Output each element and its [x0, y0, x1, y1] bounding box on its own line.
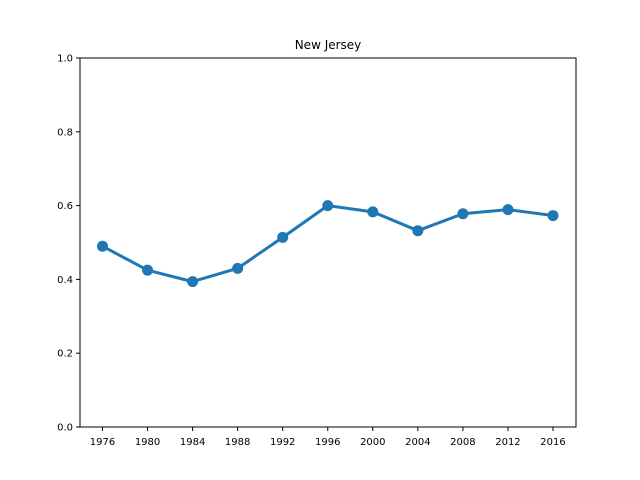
x-axis: 1976 1980 1984 1988 1992 1996 2000 2004 2008 2012…	[90, 427, 566, 448]
y-tick-label: 0.2	[57, 349, 73, 360]
chart-title: New Jersey	[295, 38, 362, 52]
y-axis: 0.0 0.2 0.4 0.6 0.8 1.0	[57, 54, 80, 434]
data-point	[457, 208, 469, 220]
data-point	[412, 225, 424, 237]
data-point	[277, 231, 289, 243]
y-tick-label: 0.6	[57, 201, 73, 212]
data-point	[232, 262, 244, 274]
data-point	[322, 200, 334, 212]
x-tick-label: 1988	[225, 437, 250, 448]
x-tick-label: 2012	[495, 437, 520, 448]
data-point	[187, 276, 199, 288]
x-tick-label: 2000	[360, 437, 385, 448]
axes-frame	[79, 57, 577, 428]
x-tick-label: 1992	[270, 437, 295, 448]
data-point	[367, 206, 379, 218]
data-point	[547, 210, 559, 222]
y-tick-label: 1.0	[57, 54, 73, 65]
x-tick-label: 2004	[405, 437, 430, 448]
y-tick-label: 0.4	[57, 275, 73, 286]
x-tick-label: 2016	[540, 437, 565, 448]
y-tick-label: 0.8	[57, 127, 73, 138]
x-tick-label: 1984	[180, 437, 205, 448]
data-point	[142, 264, 154, 276]
x-tick-label: 1976	[90, 437, 115, 448]
y-tick-label: 0.0	[57, 423, 73, 434]
data-point	[97, 240, 108, 252]
data-point	[502, 204, 514, 216]
x-tick-label: 1996	[315, 437, 340, 448]
plot-area	[97, 200, 559, 288]
x-tick-label: 1980	[135, 437, 160, 448]
x-tick-label: 2008	[450, 437, 475, 448]
